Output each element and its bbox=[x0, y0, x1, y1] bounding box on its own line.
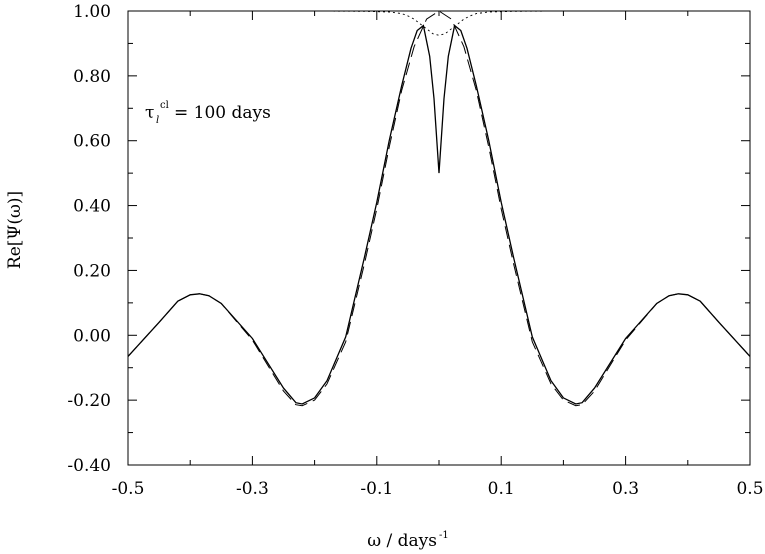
y-axis-ticks: -0.40 -0.20 0.00 0.20 0.40 0.60 0.80 1.00 bbox=[67, 2, 750, 476]
annotation-subscript: l bbox=[156, 115, 159, 126]
data-series-group bbox=[127, 10, 751, 407]
series-line-dotted bbox=[128, 10, 750, 36]
x-tick-label: 0.1 bbox=[488, 479, 515, 499]
x-tick-label: -0.1 bbox=[360, 479, 393, 499]
x-tick-label: -0.5 bbox=[112, 479, 145, 499]
x-tick-label: -0.3 bbox=[236, 479, 269, 499]
y-tick-label: 0.80 bbox=[73, 67, 111, 87]
annotation-symbol: τ bbox=[145, 103, 154, 123]
y-tick-label: 0.20 bbox=[73, 261, 111, 281]
x-axis-title-superscript: -1 bbox=[439, 530, 449, 541]
y-tick-label: -0.40 bbox=[67, 456, 111, 476]
y-axis-title: Re[Ψ(ω)] bbox=[5, 191, 25, 269]
series-line-dashed bbox=[127, 10, 751, 407]
x-axis-ticks: -0.5 -0.3 -0.1 0.1 0.3 0.5 bbox=[112, 11, 764, 499]
y-tick-label: 0.60 bbox=[73, 132, 111, 152]
annotation: τ l cl = 100 days bbox=[145, 100, 271, 126]
annotation-text: = 100 days bbox=[174, 103, 271, 123]
y-tick-label: 1.00 bbox=[73, 2, 111, 22]
x-tick-label: 0.3 bbox=[612, 479, 639, 499]
series-line-solid bbox=[127, 24, 751, 405]
annotation-superscript: cl bbox=[160, 100, 169, 111]
y-tick-label: 0.00 bbox=[73, 326, 111, 346]
y-tick-label: 0.40 bbox=[73, 197, 111, 217]
y-tick-label: -0.20 bbox=[67, 391, 111, 411]
plot-frame bbox=[127, 10, 751, 466]
x-axis-title: ω / days -1 bbox=[367, 530, 449, 551]
x-axis-title-main: ω / days bbox=[367, 531, 437, 551]
x-tick-label: 0.5 bbox=[736, 479, 763, 499]
